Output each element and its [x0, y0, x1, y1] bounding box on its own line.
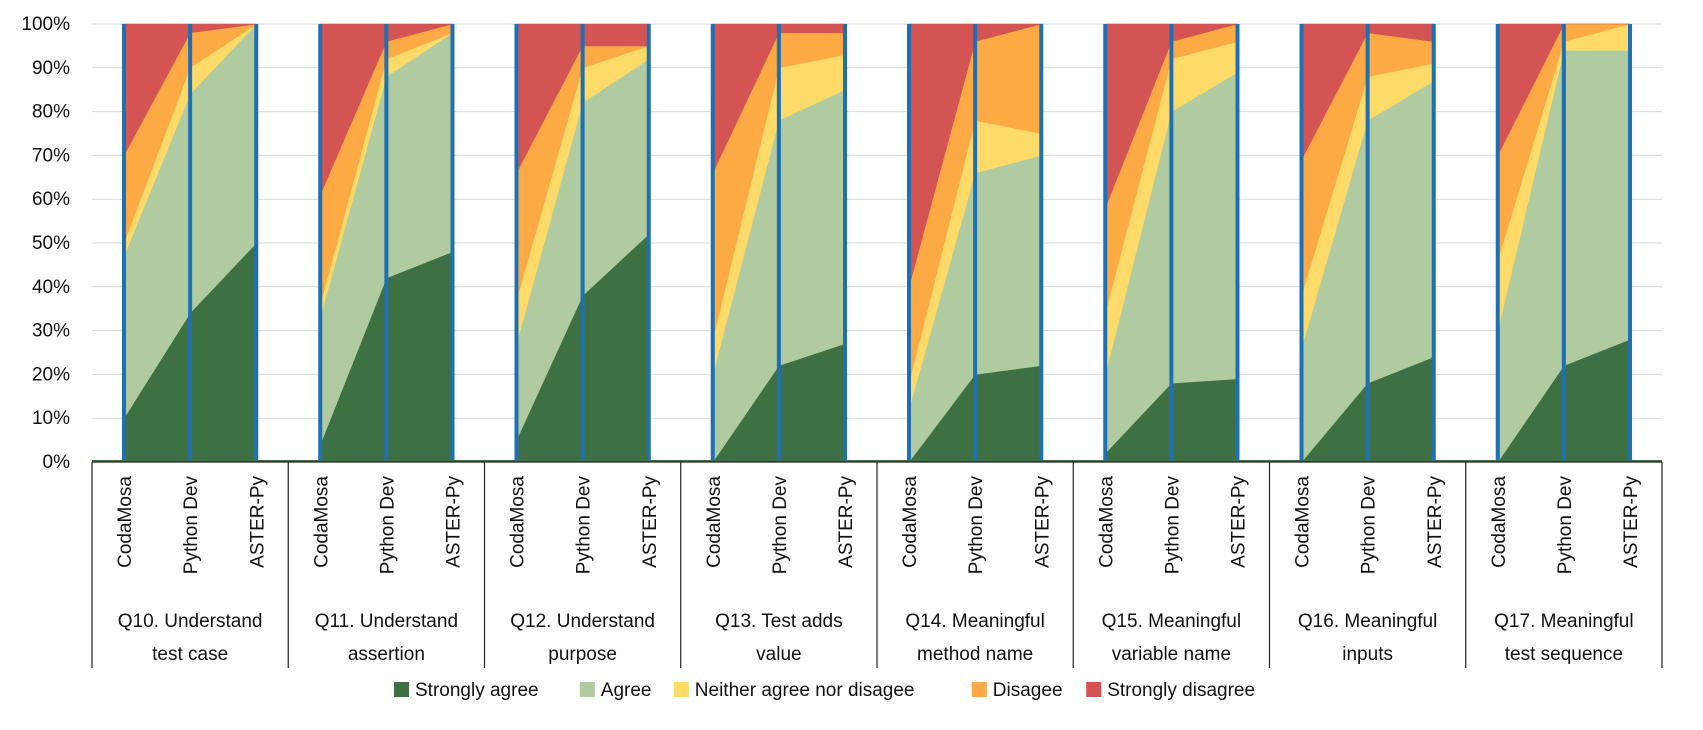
y-tick-label: 100%	[21, 14, 70, 35]
tool-label: ASTER-Py	[247, 476, 268, 568]
tool-label: Python Dev	[1162, 476, 1183, 575]
legend-swatch	[971, 682, 987, 697]
group-label: Q17. Meaningful	[1494, 611, 1633, 632]
tool-label: ASTER-Py	[1229, 476, 1250, 568]
tool-label: Python Dev	[377, 476, 398, 575]
tool-label: ASTER-Py	[1425, 476, 1446, 568]
group-label: Q15. Meaningful	[1102, 611, 1241, 632]
tool-label: ASTER-Py	[1032, 476, 1053, 568]
legend-swatch	[394, 682, 409, 697]
y-tick-label: 90%	[32, 58, 70, 79]
tool-label: CodaMosa	[1293, 476, 1314, 568]
legend-label: Disagee	[993, 680, 1063, 701]
tool-label: CodaMosa	[115, 476, 136, 568]
tool-label: CodaMosa	[704, 476, 725, 568]
legend-label: Agree	[601, 680, 652, 701]
tool-label: CodaMosa	[508, 476, 529, 568]
y-tick-label: 60%	[32, 189, 70, 210]
tool-label: CodaMosa	[1489, 476, 1510, 568]
tool-label: ASTER-Py	[444, 476, 465, 568]
y-tick-label: 70%	[32, 145, 70, 166]
y-tick-label: 40%	[32, 277, 70, 298]
group-label: Q11. Understand	[315, 611, 458, 632]
y-tick-label: 80%	[32, 102, 70, 123]
group-label: purpose	[548, 644, 617, 665]
legend-label: Neither agree nor disagee	[695, 680, 915, 701]
y-tick-label: 10%	[32, 408, 70, 429]
group-label: assertion	[348, 644, 425, 665]
tool-label: CodaMosa	[311, 476, 332, 568]
y-tick-label: 50%	[32, 233, 70, 254]
tool-label: Python Dev	[181, 476, 202, 575]
tool-label: CodaMosa	[900, 476, 921, 568]
y-tick-label: 30%	[32, 321, 70, 342]
tool-label: CodaMosa	[1096, 476, 1117, 568]
group-label: variable name	[1112, 644, 1231, 665]
y-tick-label: 0%	[43, 452, 71, 473]
tool-label: ASTER-Py	[836, 476, 857, 568]
group-label: Q10. Understand	[118, 611, 263, 632]
tool-label: Python Dev	[1555, 476, 1576, 575]
tool-label: ASTER-Py	[640, 476, 661, 568]
group-label: test sequence	[1505, 644, 1623, 665]
tool-label: Python Dev	[770, 476, 791, 575]
tool-label: Python Dev	[1359, 476, 1380, 575]
y-tick-label: 20%	[32, 364, 70, 385]
group-label: Q12. Understand	[510, 611, 655, 632]
legend-label: Strongly agree	[415, 680, 539, 701]
group-label: method name	[917, 644, 1033, 665]
group-label: Q14. Meaningful	[905, 611, 1044, 632]
legend-swatch	[673, 682, 689, 697]
group-label: test case	[152, 644, 228, 665]
group-label: Q13. Test adds	[715, 611, 842, 632]
legend-swatch	[1086, 682, 1102, 697]
group-label: Q16. Meaningful	[1298, 611, 1437, 632]
legend-swatch	[579, 682, 595, 697]
tool-label: ASTER-Py	[1621, 476, 1642, 568]
legend-label: Strongly disagree	[1107, 680, 1255, 701]
group-label: inputs	[1342, 644, 1393, 665]
tool-label: Python Dev	[966, 476, 987, 575]
tool-label: Python Dev	[574, 476, 595, 575]
group-label: value	[756, 644, 801, 665]
